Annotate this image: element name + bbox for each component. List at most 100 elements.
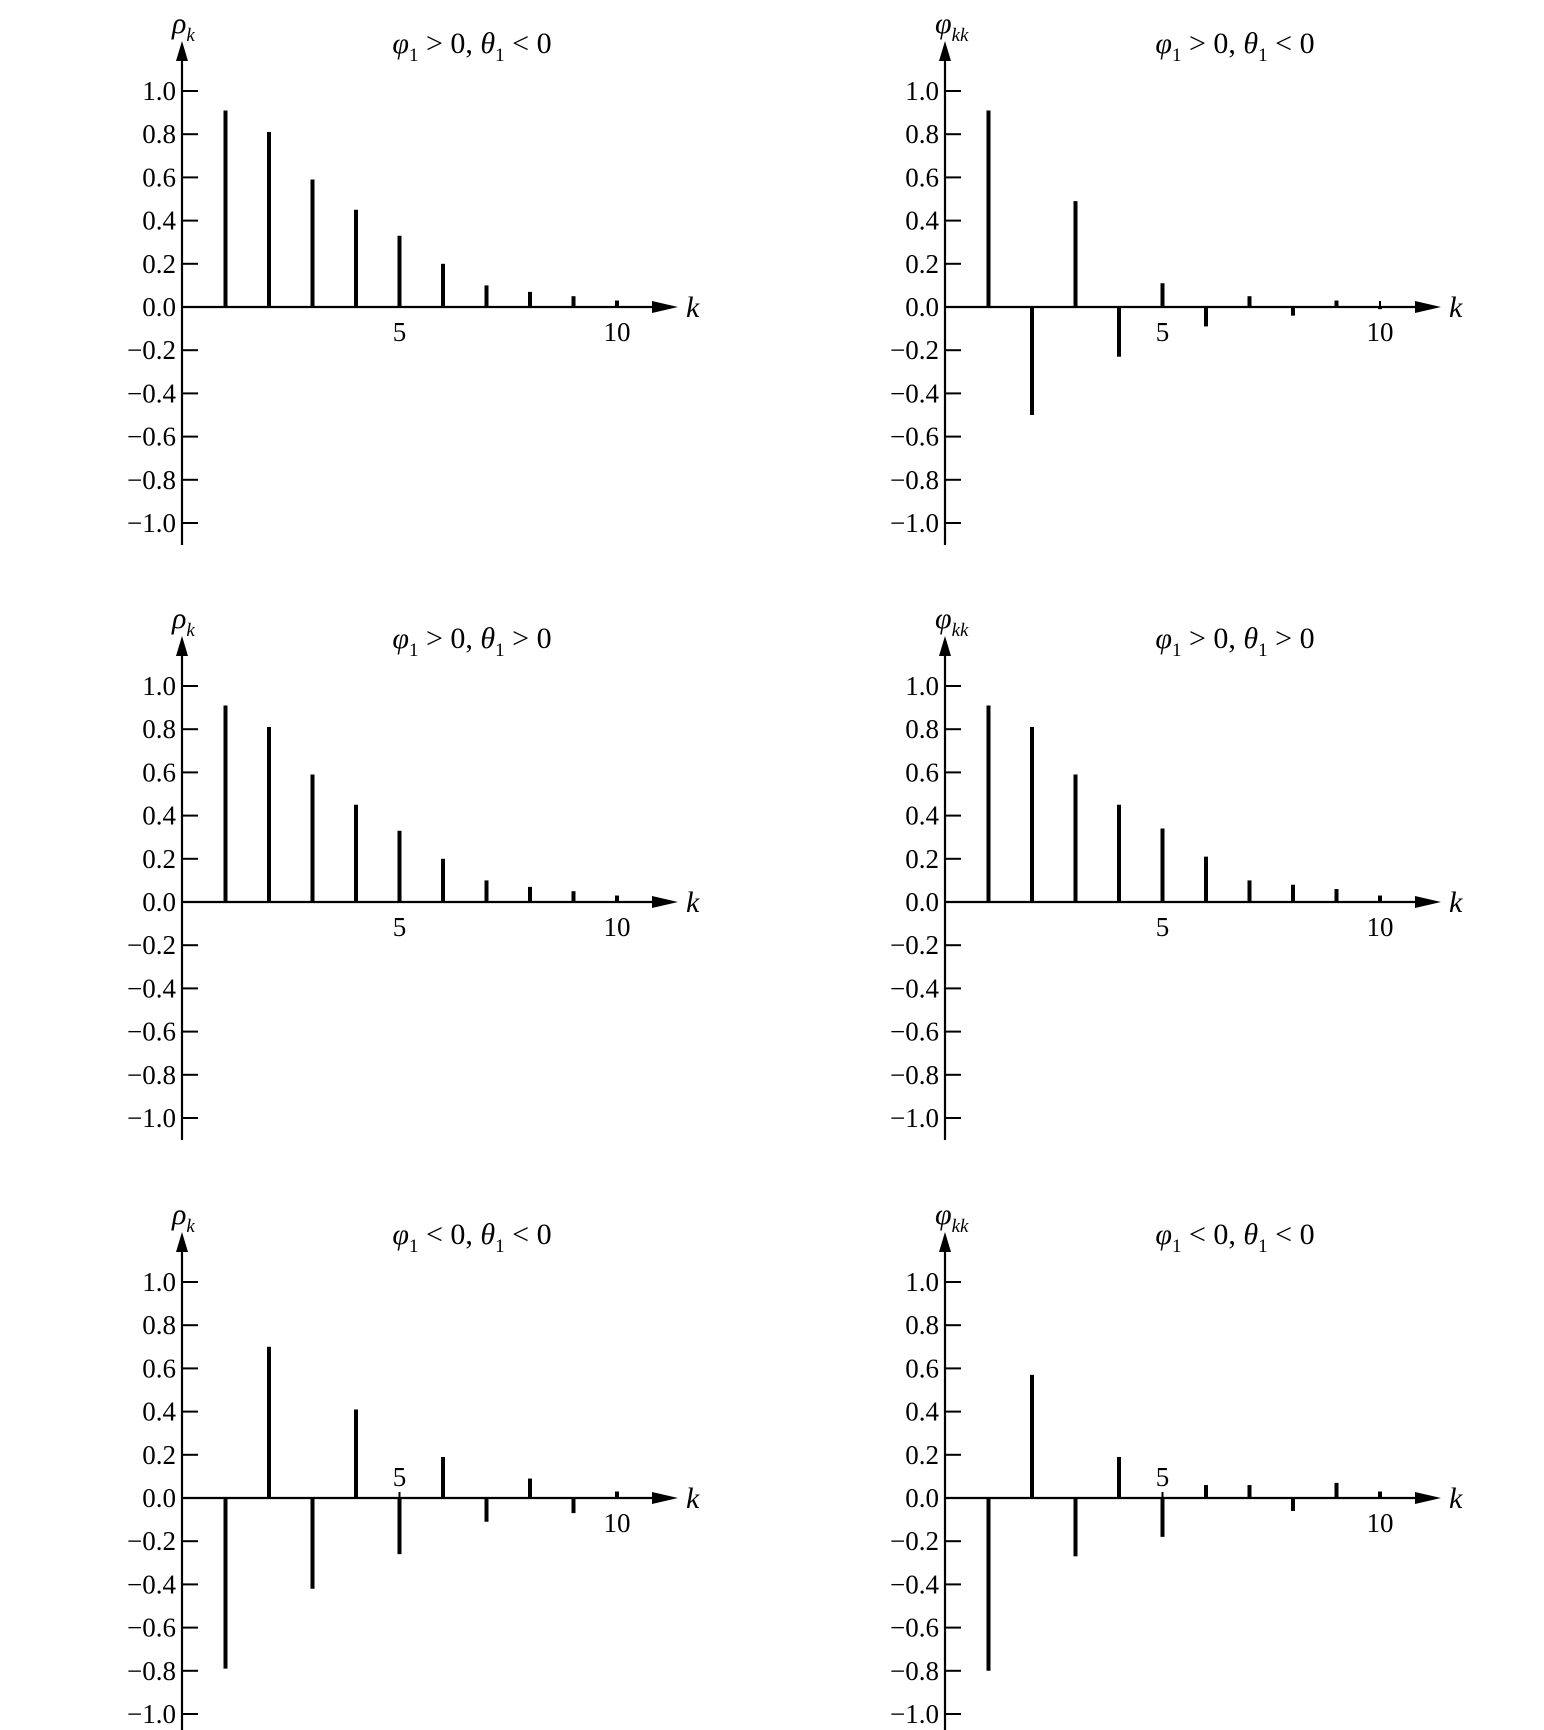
y-tick-label: 1.0 [905,1267,939,1297]
chart-title: φ1 < 0, θ1 < 0 [1155,1218,1314,1257]
x-axis-label: k [686,1482,700,1515]
y-tick-label: −0.6 [890,1017,939,1047]
chart-title: φ1 > 0, θ1 < 0 [1155,27,1314,66]
y-tick-label: 0.4 [905,801,939,831]
x-tick-label: 5 [1156,317,1170,347]
y-tick-label: −0.4 [890,1569,939,1599]
y-tick-label: 1.0 [142,671,176,701]
y-tick-label: 0.8 [142,119,176,149]
y-tick-label: 0.4 [142,1397,176,1427]
y-axis-arrow [176,1232,188,1252]
chart-panel-3: ρk 1.0 0.8 0.6 0.4 0.2 0.0 −0.2 −0.4 −0.6 −0.8 −1.0… [127,602,700,1140]
y-tick-label: −0.4 [127,378,176,408]
x-tick-label: 10 [604,912,631,942]
y-tick-label: −0.4 [127,973,176,1003]
y-tick-label: −0.2 [127,335,176,365]
chart-title: φ1 > 0, θ1 > 0 [392,622,551,661]
chart-title: φ1 < 0, θ1 < 0 [392,1218,551,1257]
y-tick-label: −0.4 [890,973,939,1003]
x-axis-label: k [1449,886,1463,919]
y-tick-label: 0.4 [142,206,176,236]
chart-panel-4: φkk 1.0 0.8 0.6 0.4 0.2 0.0 −0.2 −0.4 −0.6 −0.8 −1.… [890,602,1463,1140]
y-axis-label: ρk [171,602,195,641]
y-axis-arrow [939,636,951,656]
y-tick-label: −0.2 [890,930,939,960]
x-tick-label: 5 [1156,1462,1170,1492]
y-tick-label: −0.8 [127,465,176,495]
x-tick-label: 10 [1367,1508,1394,1538]
y-tick-label: 0.4 [905,1397,939,1427]
y-tick-label: −0.8 [890,1656,939,1686]
x-axis-label: k [1449,1482,1463,1515]
x-tick-label: 5 [393,912,407,942]
y-tick-label: −1.0 [127,1699,176,1729]
y-tick-label: 0.6 [142,1353,176,1383]
x-axis-arrow [652,896,678,908]
y-tick-label: 1.0 [142,1267,176,1297]
y-axis-label: ρk [171,1198,195,1237]
x-axis-arrow [652,301,678,313]
y-tick-label: −0.2 [127,930,176,960]
y-tick-label: 0.6 [142,162,176,192]
y-tick-label: −1.0 [890,1699,939,1729]
y-tick-label: −1.0 [890,1103,939,1133]
chart-panel-2: φkk 1.0 0.8 0.6 0.4 0.2 0.0 −0.2 −0.4 −0.6 −0.8 −1.… [890,7,1463,545]
y-axis-arrow [939,1232,951,1252]
y-axis-arrow [176,41,188,61]
y-tick-label: 0.6 [142,757,176,787]
y-tick-label: 0.2 [905,249,939,279]
y-tick-label: 0.2 [905,1440,939,1470]
y-tick-label: 0.2 [142,1440,176,1470]
y-tick-label: 0.6 [905,1353,939,1383]
x-axis-arrow [1415,896,1441,908]
chart-title: φ1 > 0, θ1 > 0 [1155,622,1314,661]
y-tick-label: 0.6 [905,162,939,192]
y-tick-label: 0.8 [905,1310,939,1340]
y-tick-label: −1.0 [890,508,939,538]
y-tick-label: −0.6 [127,422,176,452]
y-tick-label: −0.8 [890,1060,939,1090]
y-tick-label: 0.0 [905,292,939,322]
x-tick-label: 5 [1156,912,1170,942]
y-tick-label: −1.0 [127,508,176,538]
y-tick-label: 0.0 [142,292,176,322]
x-tick-label: 10 [604,1508,631,1538]
y-tick-label: −0.2 [890,335,939,365]
y-axis-arrow [176,636,188,656]
y-axis-label: φkk [935,602,969,641]
y-tick-label: 0.0 [142,887,176,917]
y-tick-label: −0.2 [890,1526,939,1556]
y-tick-label: −0.8 [127,1060,176,1090]
chart-panel-6: φkk 1.0 0.8 0.6 0.4 0.2 0.0 −0.2 −0.4 −0.6 −0.8 −1.… [890,1198,1463,1730]
y-tick-label: −0.6 [127,1613,176,1643]
x-axis-arrow [1415,1492,1441,1504]
y-tick-label: −0.2 [127,1526,176,1556]
y-axis-label: φkk [935,1198,969,1237]
y-tick-label: 0.0 [142,1483,176,1513]
y-tick-label: 1.0 [142,76,176,106]
y-tick-label: 1.0 [905,76,939,106]
x-axis-label: k [686,886,700,919]
y-tick-label: 0.4 [905,206,939,236]
x-tick-label: 10 [1367,317,1394,347]
x-axis-arrow [1415,301,1441,313]
chart-title: φ1 > 0, θ1 < 0 [392,27,551,66]
y-axis-label: φkk [935,7,969,46]
y-tick-label: 0.8 [142,1310,176,1340]
y-tick-label: 0.2 [142,844,176,874]
y-tick-label: −1.0 [127,1103,176,1133]
y-tick-label: 0.0 [905,887,939,917]
y-tick-label: −0.8 [127,1656,176,1686]
y-tick-label: 0.8 [142,714,176,744]
y-tick-label: 0.8 [905,119,939,149]
y-tick-label: 0.6 [905,757,939,787]
x-tick-label: 5 [393,317,407,347]
y-tick-label: −0.6 [127,1017,176,1047]
y-tick-label: 0.4 [142,801,176,831]
y-tick-label: −0.6 [890,1613,939,1643]
y-tick-label: 0.0 [905,1483,939,1513]
y-tick-label: −0.6 [890,422,939,452]
chart-panel-5: ρk 1.0 0.8 0.6 0.4 0.2 0.0 −0.2 −0.4 −0.6 −0.8 −1.0… [127,1198,700,1730]
y-tick-label: −0.8 [890,465,939,495]
